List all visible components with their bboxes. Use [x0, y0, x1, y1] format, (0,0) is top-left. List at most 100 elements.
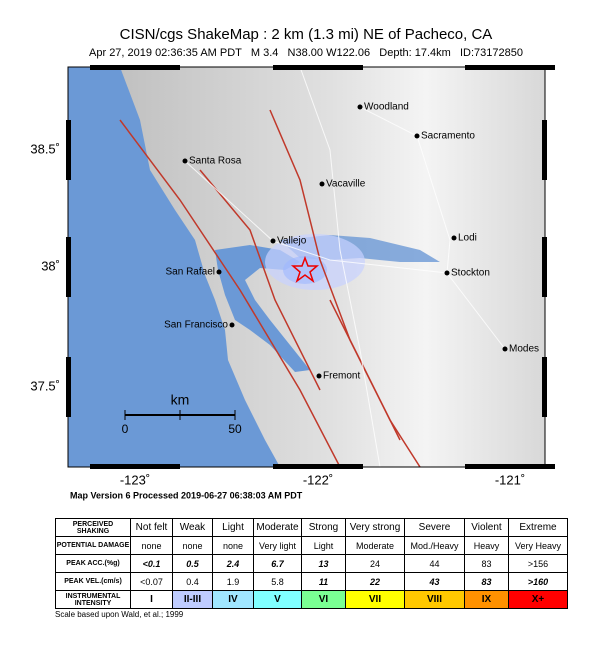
table-cell: 44 [404, 554, 465, 573]
epicenter [290, 255, 320, 284]
footnote: Scale based upon Wald, et al.; 1999 [55, 610, 184, 619]
city-label: Fremont [323, 371, 360, 382]
city-dot [229, 322, 235, 328]
lon-tick [465, 65, 555, 70]
city-label: Modes [509, 344, 539, 355]
subtitle: Apr 27, 2019 02:36:35 AM PDT M 3.4 N38.0… [89, 47, 523, 59]
table-cell: none [212, 536, 254, 555]
city-dot [316, 373, 322, 379]
table-cell: Very Heavy [508, 536, 568, 555]
table-cell: Severe [404, 518, 465, 537]
city-label: Santa Rosa [189, 156, 242, 167]
lon-tick [90, 65, 180, 70]
lat-tick [542, 237, 547, 297]
table-cell: 2.4 [212, 554, 254, 573]
lon-tick [465, 464, 555, 469]
table-cell: 1.9 [212, 572, 254, 591]
city-dot [182, 158, 188, 164]
lon-tick [273, 464, 363, 469]
table-cell: none [172, 536, 213, 555]
table-cell: VI [301, 590, 346, 609]
cities: Woodland Sacramento Santa Rosa Vacaville Lod… [164, 102, 539, 382]
table-cell: >156 [508, 554, 568, 573]
map-figure: CISN/cgs ShakeMap : 2 km (1.3 mi) NE of … [30, 26, 555, 500]
table-cell: VIII [404, 590, 465, 609]
table-cell: Violent [464, 518, 509, 537]
lon-label: -121˚ [495, 472, 525, 487]
table-cell: Heavy [464, 536, 509, 555]
legend-table: PERCEIVED SHAKING Not felt Weak Light Modera… [55, 518, 568, 609]
lat-tick [542, 357, 547, 417]
city-label: Vacaville [326, 179, 366, 190]
version: Map Version 6 Processed 2019-06-27 06:38… [70, 490, 303, 500]
table-cell: I [130, 590, 173, 609]
title: CISN/cgs ShakeMap : 2 km (1.3 mi) NE of … [120, 26, 493, 43]
table-cell: 6.7 [253, 554, 302, 573]
table-cell: IV [212, 590, 254, 609]
city-label: Woodland [364, 102, 409, 113]
table-cell: Strong [301, 518, 346, 537]
table-cell: Light [301, 536, 346, 555]
table-cell: 11 [301, 572, 346, 591]
lat-tick [66, 120, 71, 180]
table-cell: Weak [172, 518, 213, 537]
lon-label: -122˚ [303, 472, 333, 487]
table-cell: <0.1 [130, 554, 173, 573]
table-cell: Extreme [508, 518, 568, 537]
table-cell: Mod./Heavy [404, 536, 465, 555]
city-dot [502, 346, 508, 352]
map [68, 67, 545, 467]
table-cell: PEAK ACC.(%g) [55, 554, 131, 573]
lat-label: 37.5˚ [30, 378, 60, 393]
table-cell: PERCEIVED SHAKING [55, 518, 131, 537]
table-cell: 43 [404, 572, 465, 591]
table-cell: Moderate [253, 518, 302, 537]
table-cell: V [253, 590, 302, 609]
table-cell: Very strong [345, 518, 405, 537]
table-cell: 24 [345, 554, 405, 573]
lat-label: 38.5˚ [30, 141, 60, 156]
table-cell: X+ [508, 590, 568, 609]
table-cell: 5.8 [253, 572, 302, 591]
axes: 38.5˚ 38˚ 37.5˚ -123˚ -122˚ -121˚ [30, 65, 555, 487]
lat-tick [66, 237, 71, 297]
table-cell: 13 [301, 554, 346, 573]
city-dot [270, 238, 276, 244]
scale-label: 0 [122, 422, 129, 436]
scale-bar: km 0 50 [122, 392, 242, 436]
table-cell: <0.07 [130, 572, 173, 591]
lon-label: -123˚ [120, 472, 150, 487]
city-label: Sacramento [421, 131, 475, 142]
table-cell: none [130, 536, 173, 555]
table-cell: Very light [253, 536, 302, 555]
table-cell: 22 [345, 572, 405, 591]
table-cell: 83 [464, 554, 509, 573]
city-dot [357, 104, 363, 110]
table-cell: 0.5 [172, 554, 213, 573]
table-cell: INSTRUMENTAL INTENSITY [55, 590, 131, 609]
table-cell: 83 [464, 572, 509, 591]
city-label: Stockton [451, 268, 490, 279]
lon-tick [90, 464, 180, 469]
table-cell: POTENTIAL DAMAGE [55, 536, 131, 555]
city-dot [216, 269, 222, 275]
scale-label: 50 [228, 422, 242, 436]
city-dot [414, 133, 420, 139]
table-cell: Light [212, 518, 254, 537]
city-dot [444, 270, 450, 276]
lat-tick [66, 357, 71, 417]
city-label: Lodi [458, 233, 477, 244]
table-cell: II-III [172, 590, 213, 609]
lat-tick [542, 120, 547, 180]
table-cell: >160 [508, 572, 568, 591]
table-cell: VII [345, 590, 405, 609]
table-cell: PEAK VEL.(cm/s) [55, 572, 131, 591]
lat-label: 38˚ [41, 258, 60, 273]
city-label: San Francisco [164, 320, 228, 331]
city-dot [451, 235, 457, 241]
city-dot [319, 181, 325, 187]
lon-tick [273, 65, 363, 70]
table-cell: IX [464, 590, 509, 609]
table-cell: Not felt [130, 518, 173, 537]
